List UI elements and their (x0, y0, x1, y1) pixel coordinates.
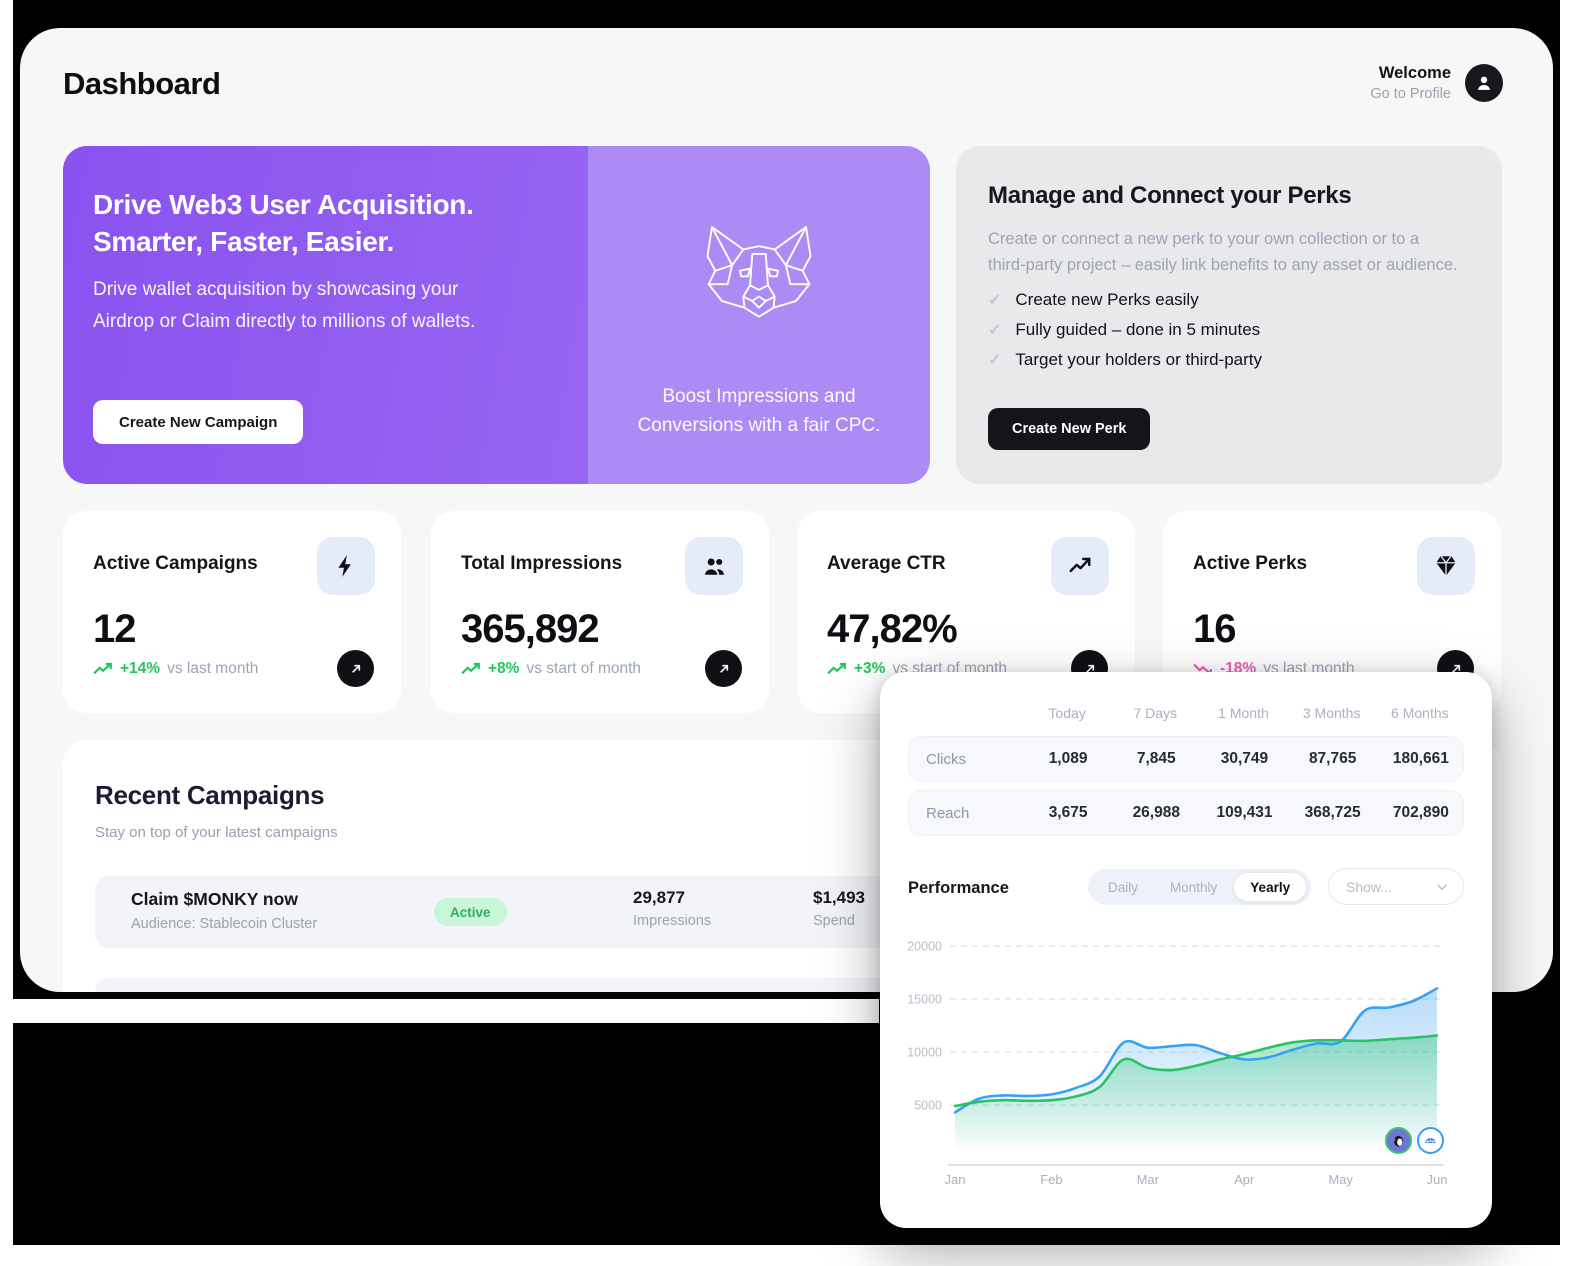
campaign-impressions: 29,877 Impressions (633, 888, 712, 929)
performance-title: Performance (908, 879, 1009, 897)
igloo-avatar-icon[interactable] (1417, 1127, 1444, 1154)
dashboard-window: Dashboard Welcome Go to Profile Drive We… (20, 28, 1553, 992)
person-icon (1477, 76, 1491, 90)
check-icon: ✓ (988, 352, 1002, 369)
tab-daily[interactable]: Daily (1108, 879, 1139, 895)
perks-description: Create or connect a new perk to your own… (988, 230, 1458, 274)
col-7-days: 7 Days (1133, 705, 1178, 721)
welcome-label: Welcome (1378, 64, 1451, 82)
table-row-reach: Reach 3,675 26,988 109,431 368,725 702,8… (908, 790, 1464, 836)
penguin-avatar-icon[interactable] (1385, 1127, 1412, 1154)
campaign-audience: Audience: Stablecoin Cluster (131, 916, 318, 932)
svg-text:15000: 15000 (907, 993, 942, 1007)
arrow-up-right-icon (1085, 664, 1094, 673)
create-new-campaign-button[interactable]: Create New Campaign (93, 400, 304, 444)
svg-text:5000: 5000 (914, 1099, 942, 1113)
metrics-table-header: Today 7 Days 1 Month 3 Months 6 Months (908, 700, 1464, 726)
check-icon: ✓ (988, 322, 1002, 339)
show-filter-select[interactable]: Show... (1328, 868, 1464, 905)
perks-item: ✓ Target your holders or third-party (988, 350, 1263, 369)
arrow-up-right-icon (351, 664, 360, 673)
perks-item: ✓ Create new Perks easily (988, 290, 1199, 309)
recent-campaigns-title: Recent Campaigns (95, 780, 325, 810)
check-icon: ✓ (988, 292, 1002, 309)
perks-checklist: ✓ Create new Perks easily ✓ Fully guided –… (988, 285, 1262, 375)
trend-up-icon (93, 662, 112, 675)
go-to-profile-link[interactable]: Go to Profile (1370, 86, 1451, 102)
svg-text:May: May (1328, 1172, 1353, 1187)
table-row-clicks: Clicks 1,089 7,845 30,749 87,765 180,661 (908, 736, 1464, 782)
col-6-months: 6 Months (1391, 705, 1449, 721)
arrow-up-right-icon (719, 664, 728, 673)
welcome-block: Welcome Go to Profile (1370, 64, 1503, 102)
stat-delta: +14% vs last month (93, 660, 258, 678)
people-icon (685, 537, 743, 595)
perks-title: Manage and Connect your Perks (988, 182, 1352, 209)
trend-up-icon (461, 662, 480, 675)
campaign-name: Claim $MONKY now (131, 889, 298, 909)
stat-card-active-campaigns: Active Campaigns 12 +14% vs last month (63, 511, 401, 713)
chevron-down-icon (1437, 883, 1447, 890)
hero-caption: Boost Impressions and Conversions with a… (637, 386, 881, 436)
stat-card-average-ctr: Average CTR 47,82% +3% vs start of month (797, 511, 1135, 713)
svg-text:Jun: Jun (1427, 1172, 1448, 1187)
tab-monthly[interactable]: Monthly (1170, 879, 1218, 895)
stat-value: 12 (93, 607, 136, 651)
hero-left-panel: Drive Web3 User Acquisition. Smarter, Fa… (63, 146, 588, 484)
hero-description: Drive wallet acquisition by showcasing y… (93, 279, 476, 332)
recent-campaigns-subtitle: Stay on top of your latest campaigns (95, 824, 338, 841)
hero-right-panel: Boost Impressions and Conversions with a… (588, 146, 930, 484)
stat-label: Average CTR (827, 553, 946, 574)
campaign-spend: $1,493 Spend (813, 888, 865, 929)
svg-text:Apr: Apr (1234, 1172, 1255, 1187)
stat-value: 47,82% (827, 607, 958, 651)
stat-label: Active Campaigns (93, 553, 258, 574)
period-tabs: Daily Monthly Yearly (1088, 869, 1312, 905)
stat-label: Active Perks (1193, 553, 1308, 574)
gem-icon (1417, 537, 1475, 595)
svg-text:Mar: Mar (1137, 1172, 1160, 1187)
open-stat-button[interactable] (705, 650, 742, 687)
stat-value: 16 (1193, 607, 1236, 651)
svg-text:10000: 10000 (907, 1046, 942, 1060)
metamask-fox-icon (706, 226, 812, 318)
perks-card: Manage and Connect your Perks Create or … (956, 146, 1502, 484)
chart-legend (1385, 1127, 1444, 1154)
col-1-month: 1 Month (1218, 705, 1269, 721)
svg-text:Feb: Feb (1040, 1172, 1062, 1187)
status-badge: Active (434, 898, 507, 926)
stat-value: 365,892 (461, 607, 600, 651)
stat-label: Total Impressions (461, 553, 623, 574)
open-stat-button[interactable] (337, 650, 374, 687)
avatar[interactable] (1465, 64, 1503, 102)
stat-delta: +8% vs start of month (461, 660, 641, 678)
bolt-icon (317, 537, 375, 595)
col-today: Today (1048, 705, 1086, 721)
stat-card-total-impressions: Total Impressions 365,892 +8% vs start of… (431, 511, 769, 713)
performance-chart: 20000 15000 10000 5000 Jan Feb Mar Apr May Jun (880, 922, 1492, 1222)
white-strip (0, 999, 879, 1023)
arrow-up-right-icon (1451, 664, 1460, 673)
trend-up-icon (1051, 537, 1109, 595)
trend-up-icon (827, 662, 846, 675)
col-3-months: 3 Months (1302, 705, 1361, 721)
create-new-perk-button[interactable]: Create New Perk (988, 408, 1151, 450)
svg-text:Jan: Jan (945, 1172, 966, 1187)
svg-text:20000: 20000 (907, 940, 942, 954)
tab-yearly[interactable]: Yearly (1233, 872, 1308, 902)
hero-title: Drive Web3 User Acquisition. Smarter, Fa… (93, 189, 474, 257)
page-title: Dashboard (63, 66, 221, 101)
perks-item: ✓ Fully guided – done in 5 minutes (988, 320, 1261, 339)
performance-overlay-card: Today 7 Days 1 Month 3 Months 6 Months C… (880, 672, 1492, 1228)
hero-campaign-card: Drive Web3 User Acquisition. Smarter, Fa… (63, 146, 930, 484)
